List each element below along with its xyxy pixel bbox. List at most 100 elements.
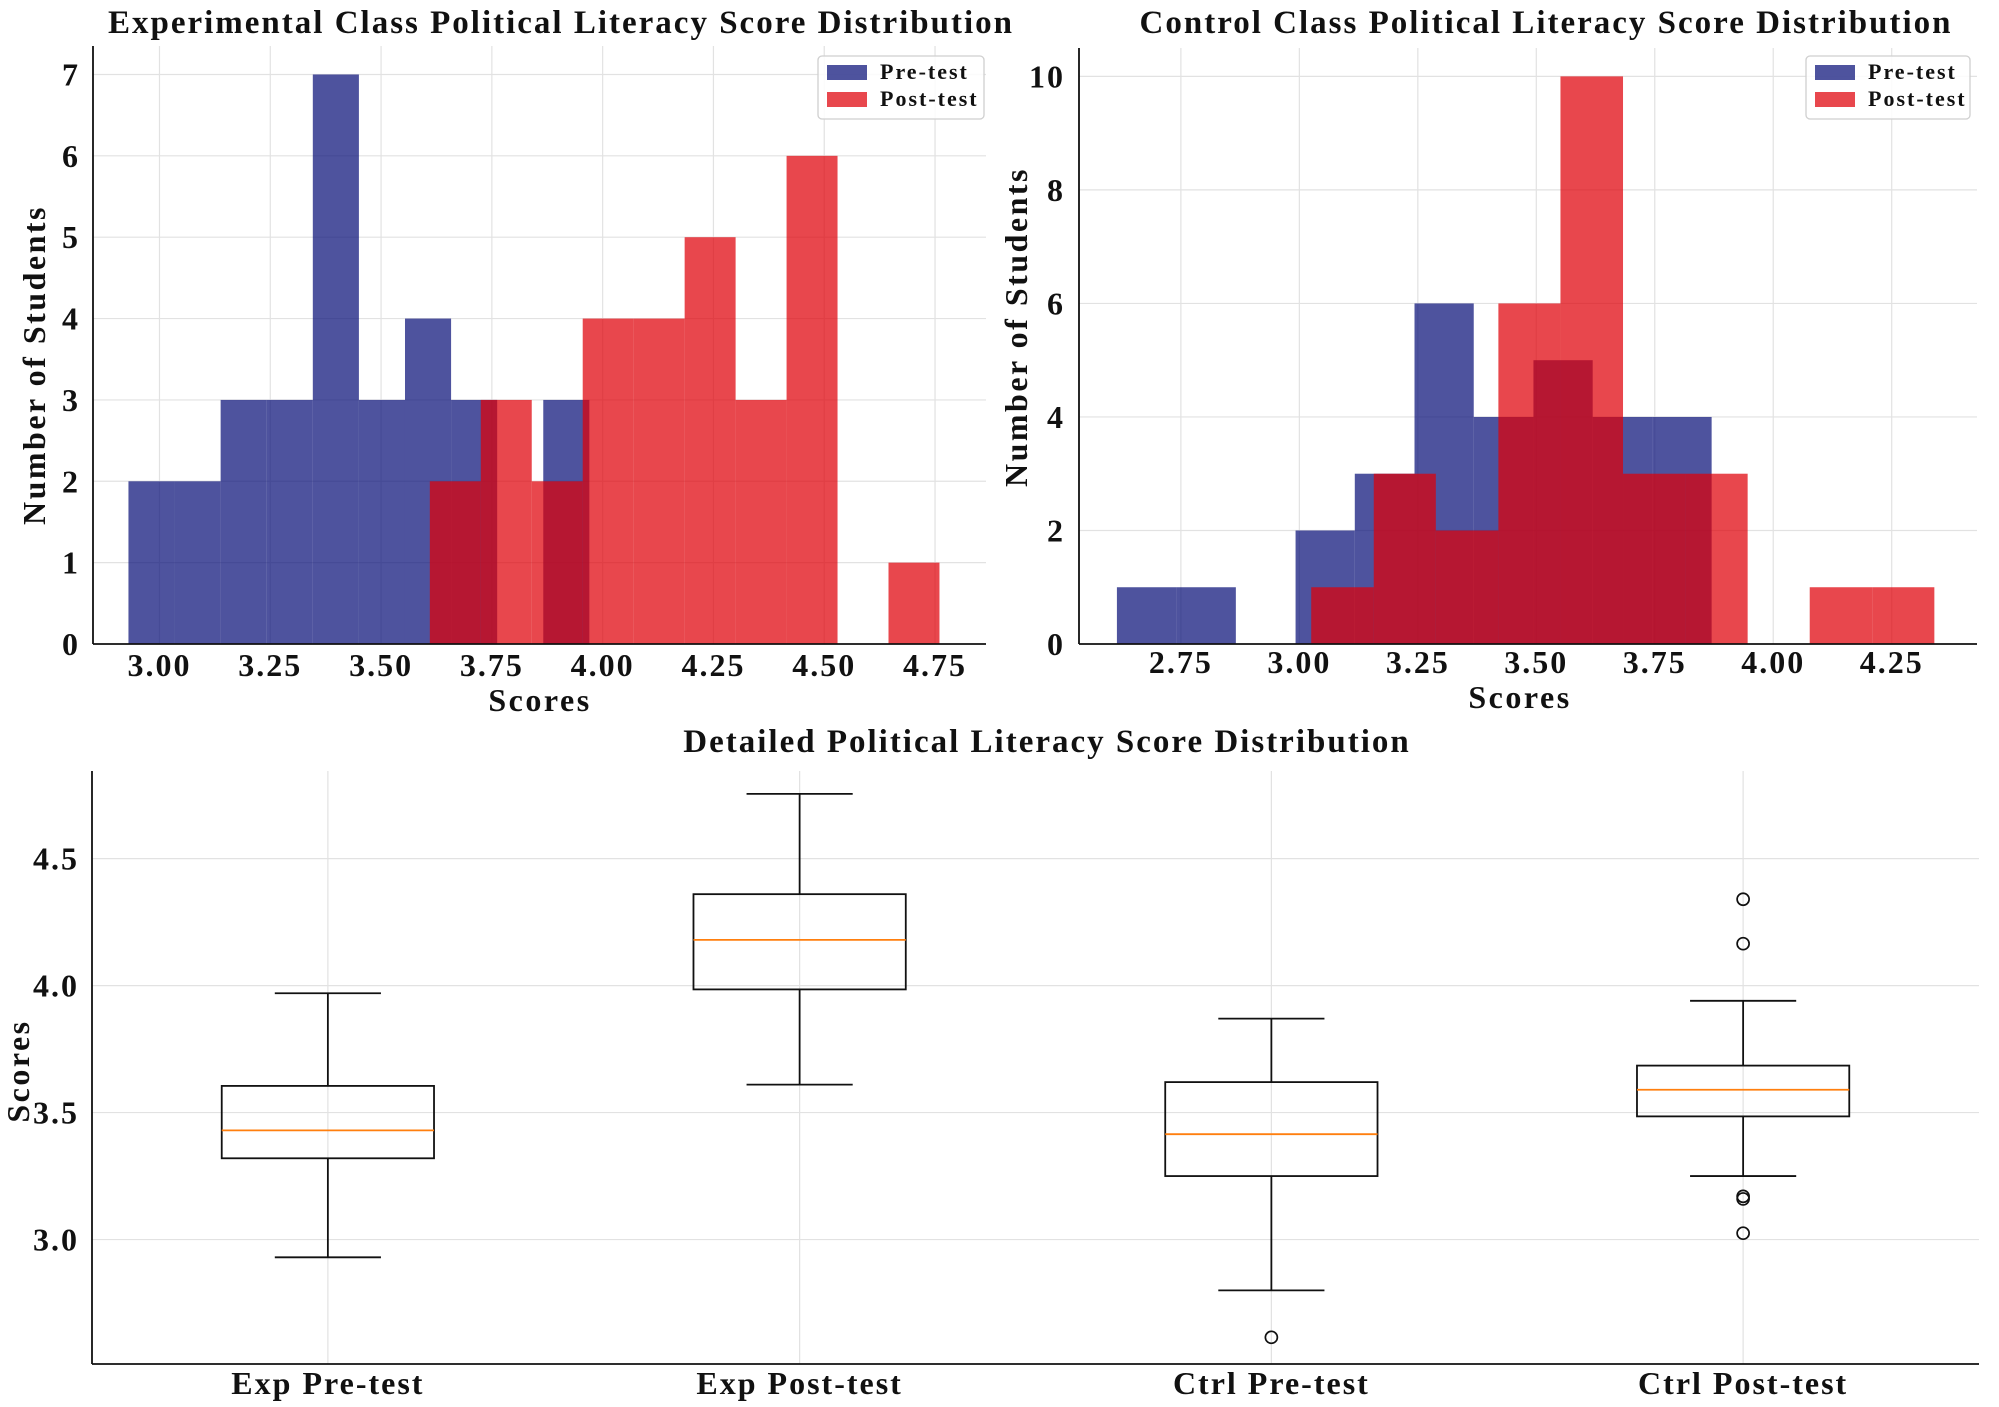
legend-swatch-pre-test xyxy=(827,65,867,80)
legend-swatch-post-test xyxy=(827,92,867,107)
experimental-histogram-panel: Experimental Class Political Literacy Sc… xyxy=(16,5,1014,718)
x-tick-label: 4.50 xyxy=(792,647,856,683)
experimental-post-test-bar xyxy=(684,237,736,645)
y-tick-label: 8 xyxy=(1047,172,1065,208)
x-tick-label: 3.25 xyxy=(238,647,302,683)
control-post-test-bar xyxy=(1685,473,1748,644)
control-post-test-bar xyxy=(1623,473,1686,644)
y-tick-label: 10 xyxy=(1029,58,1065,94)
boxplot-y-axis-label: Scores xyxy=(0,1019,36,1122)
experimental-post-test-bar xyxy=(480,399,532,644)
control-post-test-bar xyxy=(1560,76,1624,644)
experimental-post-test-bar xyxy=(633,318,685,644)
x-tick-label: 3.50 xyxy=(1504,644,1568,680)
y-tick-label: 4.0 xyxy=(33,968,79,1004)
control-pre-test-bar xyxy=(1116,587,1177,644)
y-tick-label: 4.5 xyxy=(33,841,79,877)
experimental-post-test-bar xyxy=(888,562,940,644)
control-post-test-bar xyxy=(1498,303,1561,644)
x-tick-label: 3.00 xyxy=(1267,644,1331,680)
experimental-post-test-bar xyxy=(582,318,634,644)
x-category-label: Ctrl Post-test xyxy=(1638,1365,1848,1401)
outlier-point xyxy=(1736,1226,1750,1241)
control-x-axis-label: Scores xyxy=(1468,679,1571,715)
y-tick-label: 3.5 xyxy=(33,1095,79,1131)
y-tick-label: 5 xyxy=(62,219,80,255)
control-pre-test-bar xyxy=(1176,587,1236,644)
outlier-point xyxy=(1264,1330,1279,1345)
legend-label-post-test: Post-test xyxy=(1868,86,1967,111)
x-tick-label: 4.75 xyxy=(903,647,967,683)
control-post-test-bar xyxy=(1373,473,1436,644)
y-tick-label: 0 xyxy=(62,626,80,662)
y-tick-label: 4 xyxy=(62,301,80,337)
experimental-pre-test-bar xyxy=(174,481,221,644)
interquartile-box xyxy=(220,1085,435,1160)
experimental-pre-test-bar xyxy=(312,74,359,644)
experimental-pre-test-bar xyxy=(220,399,267,644)
box-ctrl-post-test xyxy=(1636,892,1851,1241)
interquartile-box xyxy=(1164,1081,1379,1177)
experimental-x-axis-label: Scores xyxy=(488,682,591,718)
y-tick-label: 6 xyxy=(62,138,80,174)
control-post-test-bar xyxy=(1311,587,1374,644)
experimental-histogram-plot: 3.00 3.25 3.50 3.75 4.00 4.25 4.50 4.75 0 1 2 3 4 5 6 7… xyxy=(62,46,986,683)
x-tick-label: 4.25 xyxy=(1860,644,1924,680)
boxplot-plot: Exp Pre-test Exp Post-test Ctrl Pre-test Ct… xyxy=(33,771,1979,1401)
experimental-post-test-bar xyxy=(429,481,481,644)
control-post-test-bar xyxy=(1809,587,1873,644)
y-tick-label: 4 xyxy=(1047,399,1065,435)
legend-label-pre-test: Pre-test xyxy=(1868,59,1957,84)
experimental-post-test-bar xyxy=(735,399,787,644)
x-tick-label: 3.00 xyxy=(127,647,191,683)
control-chart-title: Control Class Political Literacy Score D… xyxy=(1140,5,1953,41)
legend-swatch-post-test xyxy=(1815,92,1855,107)
y-tick-label: 2 xyxy=(62,463,80,499)
box-exp-pre-test xyxy=(220,992,435,1259)
experimental-y-axis-label: Number of Students xyxy=(16,205,52,525)
outlier-point xyxy=(1736,936,1750,951)
y-tick-label: 0 xyxy=(1047,626,1065,662)
control-y-axis-label: Number of Students xyxy=(998,167,1034,487)
interquartile-box xyxy=(692,893,907,991)
x-tick-label: 4.00 xyxy=(1741,644,1805,680)
box-ctrl-pre-test xyxy=(1164,1017,1379,1345)
x-tick-label: 3.75 xyxy=(1623,644,1687,680)
experimental-pre-test-bar xyxy=(128,481,175,644)
outlier-point xyxy=(1736,1192,1750,1206)
legend-swatch-pre-test xyxy=(1815,65,1855,80)
legend-label-post-test: Post-test xyxy=(880,86,979,111)
interquartile-box xyxy=(1636,1064,1851,1118)
y-tick-label: 6 xyxy=(1047,285,1065,321)
x-tick-label: 4.00 xyxy=(571,647,635,683)
y-tick-label: 1 xyxy=(62,545,80,581)
y-tick-label: 3 xyxy=(62,382,80,418)
control-histogram-plot: 2.75 3.00 3.25 3.50 3.75 4.00 4.25 0 2 4 6 8 10 Pre-t… xyxy=(1029,48,1977,680)
x-tick-label: 3.50 xyxy=(349,647,413,683)
x-category-label: Ctrl Pre-test xyxy=(1173,1365,1370,1401)
x-tick-label: 3.75 xyxy=(460,647,524,683)
y-tick-label: 2 xyxy=(1047,512,1065,548)
x-tick-label: 4.25 xyxy=(681,647,745,683)
outlier-point xyxy=(1736,892,1750,907)
experimental-post-test-bar xyxy=(531,481,583,644)
box-exp-post-test xyxy=(692,792,907,1086)
experimental-pre-test-bar xyxy=(358,399,405,644)
x-tick-label: 2.75 xyxy=(1149,644,1213,680)
control-histogram-panel: Control Class Political Literacy Score D… xyxy=(998,5,1977,715)
x-category-label: Exp Post-test xyxy=(696,1365,902,1401)
x-category-label: Exp Pre-test xyxy=(231,1365,424,1401)
experimental-pre-test-bar xyxy=(266,399,313,644)
boxplot-title: Detailed Political Literacy Score Distri… xyxy=(683,724,1410,760)
legend-label-pre-test: Pre-test xyxy=(880,59,969,84)
y-tick-label: 3.0 xyxy=(33,1222,79,1258)
boxplot-panel: Detailed Political Literacy Score Distri… xyxy=(0,724,1979,1401)
control-post-test-bar xyxy=(1435,530,1499,644)
y-tick-label: 7 xyxy=(62,56,80,92)
experimental-chart-title: Experimental Class Political Literacy Sc… xyxy=(108,5,1014,41)
control-post-test-bar xyxy=(1872,587,1935,644)
experimental-post-test-bar xyxy=(786,155,838,644)
